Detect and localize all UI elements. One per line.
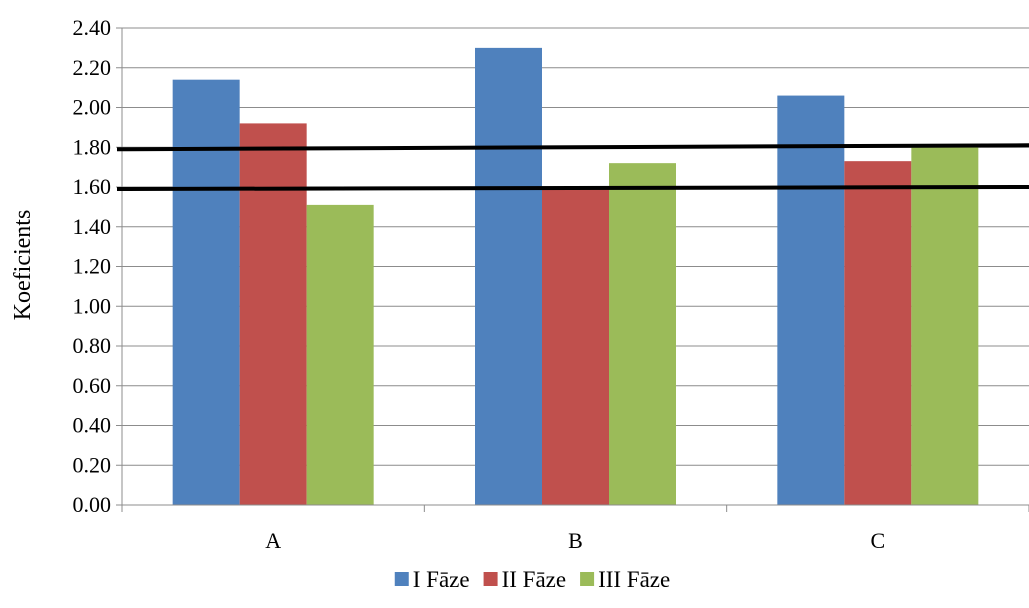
x-tick-label: B (568, 528, 583, 553)
y-tick-label: 0.60 (73, 373, 112, 398)
bar (475, 47, 542, 505)
legend-item: III Fāze (580, 567, 670, 592)
y-tick-label: 1.60 (73, 174, 112, 199)
legend-item: II Fāze (483, 567, 567, 592)
legend: I Fāze II Fāze III Fāze (394, 567, 670, 592)
legend-item: I Fāze (394, 567, 470, 592)
x-tick-label: A (265, 528, 281, 553)
x-tick-labels: A B C (265, 528, 885, 553)
bar (911, 147, 979, 505)
legend-label: III Fāze (598, 567, 670, 592)
y-tick-label: 1.20 (73, 254, 112, 279)
y-tick-label: 2.00 (73, 95, 112, 120)
legend-label: II Fāze (502, 567, 567, 592)
reference-line (116, 143, 1029, 152)
y-tick-label: 0.40 (73, 413, 112, 438)
y-tick-label: 0.80 (73, 333, 112, 358)
y-tick-label: 1.00 (73, 293, 112, 318)
bars (172, 47, 979, 506)
x-tick-label: C (870, 528, 885, 553)
reference-line (116, 185, 1029, 191)
bar (777, 95, 845, 505)
bar (306, 204, 374, 505)
y-tick-label: 1.40 (73, 214, 112, 239)
bar (239, 123, 307, 506)
bar (844, 161, 912, 505)
y-tick-label: 0.00 (73, 492, 112, 517)
y-axis-title: Koeficients (10, 210, 36, 321)
bar (542, 187, 609, 505)
bar (609, 163, 676, 505)
y-tick-label: 1.80 (73, 134, 112, 159)
y-tick-label: 0.20 (73, 452, 112, 477)
reference-lines (116, 143, 1029, 191)
legend-swatch (580, 572, 595, 586)
axes (121, 28, 1029, 512)
legend-label: I Fāze (413, 567, 470, 592)
legend-swatch (483, 572, 498, 586)
legend-swatch (394, 572, 409, 586)
bar (172, 79, 240, 506)
y-tick-label: 2.20 (73, 55, 112, 80)
y-tick-label: 2.40 (73, 15, 112, 40)
y-tick-labels: 0.00 0.20 0.40 0.60 0.80 1.00 1.20 1.40 1.60 1.80… (73, 15, 112, 517)
